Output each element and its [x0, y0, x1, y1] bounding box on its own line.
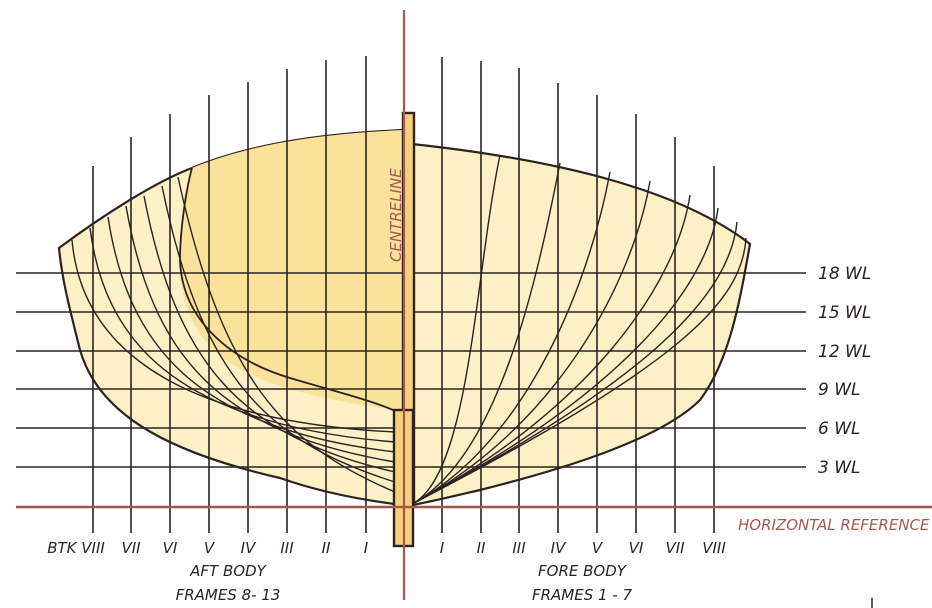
horizontal-reference-label: HORIZONTAL REFERENCE	[738, 516, 930, 534]
fore-frame-curve-7	[413, 221, 738, 504]
aft-body-inner-region	[178, 130, 403, 410]
fore-body-hull	[410, 142, 752, 507]
aft-frame-curve-6	[161, 185, 396, 483]
aft-buttock-label-8: I	[364, 539, 369, 557]
aft-frame-curve-5	[143, 195, 396, 473]
waterline-labels: 18 WL 15 WL 12 WL 9 WL 6 WL 3 WL	[818, 264, 871, 478]
waterline-label-5: 6 WL	[818, 419, 861, 439]
centreline-label: CENTRELINE	[387, 168, 405, 262]
fore-buttock-label-3: III	[512, 539, 526, 557]
waterline-label-4: 9 WL	[818, 380, 861, 400]
aft-body-frames-caption: FRAMES 8- 13	[176, 586, 281, 604]
fore-buttock-label-4: IV	[551, 539, 567, 557]
aft-buttock-label-5: IV	[241, 539, 257, 557]
fore-frame-curve-8	[413, 237, 747, 504]
fore-frame-curve-4	[413, 180, 651, 504]
fore-body-frames-caption: FRAMES 1 - 7	[532, 586, 633, 604]
fore-frame-curve-6	[413, 207, 719, 504]
waterline-label-3: 12 WL	[818, 342, 871, 362]
fore-buttock-label-6: VI	[629, 539, 644, 557]
waterline-label-6: 3 WL	[818, 458, 861, 478]
aft-frame-curve-7	[177, 176, 396, 493]
fore-frame-curve-3	[413, 171, 611, 504]
aft-body-caption: AFT BODY	[189, 562, 267, 580]
aft-frame-curve-4	[125, 205, 396, 463]
aft-frame-curve-2	[89, 227, 396, 443]
fore-buttock-label-1: I	[440, 539, 445, 557]
aft-buttock-label-2: VII	[121, 539, 141, 557]
fore-buttock-label-5: V	[592, 539, 604, 557]
fore-frame-curve-2	[413, 162, 561, 504]
aft-frame-curve-1	[71, 239, 396, 433]
fore-frame-curve-1	[413, 154, 501, 504]
waterline-label-2: 15 WL	[818, 303, 871, 323]
aft-buttock-label-4: V	[204, 539, 216, 557]
aft-buttock-label-7: II	[322, 539, 331, 557]
aft-frame-curves	[71, 176, 396, 493]
fore-buttock-label-7: VII	[665, 539, 685, 557]
aft-frame-curve-3	[107, 216, 396, 453]
aft-buttock-label-6: III	[280, 539, 294, 557]
waterline-label-1: 18 WL	[818, 264, 871, 284]
aft-inner-boundary-curve	[179, 167, 403, 411]
fore-buttock-label-8: VIII	[702, 539, 726, 557]
fore-buttock-label-2: II	[477, 539, 486, 557]
fore-body-caption: FORE BODY	[538, 562, 628, 580]
buttock-labels: BTK VIII VII VI V IV III II I I II III IV V VI VII VIII	[47, 539, 726, 557]
aft-buttock-label-3: VI	[163, 539, 178, 557]
aft-buttock-label-1: BTK VIII	[47, 539, 105, 557]
